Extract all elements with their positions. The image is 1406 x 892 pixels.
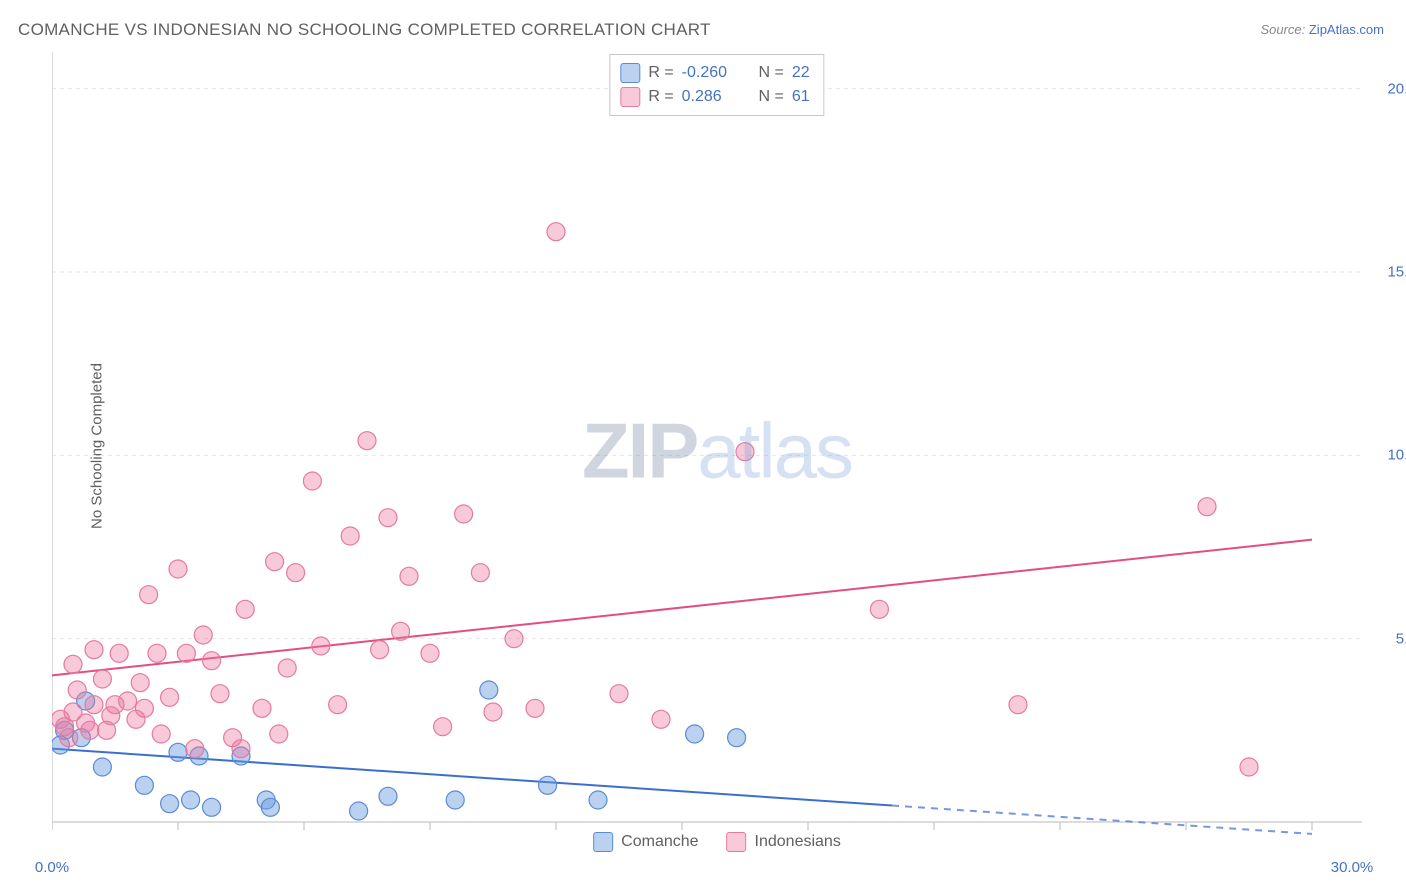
legend-item: Indonesians — [727, 832, 841, 852]
x-tick-label: 30.0% — [1331, 859, 1374, 876]
legend-row: R = 0.286 N = 61 — [620, 85, 809, 109]
x-tick-label: 0.0% — [35, 859, 69, 876]
scatter-chart — [52, 52, 1382, 850]
legend-swatch — [727, 832, 747, 852]
source-credit: Source: ZipAtlas.com — [1260, 22, 1384, 37]
y-tick-label: 10.0% — [1387, 447, 1406, 464]
legend-swatch — [620, 87, 640, 107]
legend-label: Comanche — [621, 833, 698, 851]
y-tick-label: 20.0% — [1387, 80, 1406, 97]
legend-swatch — [593, 832, 613, 852]
chart-area: ZIPatlas R = -0.260 N = 22R = 0.286 N = … — [52, 52, 1382, 850]
correlation-legend: R = -0.260 N = 22R = 0.286 N = 61 — [609, 54, 824, 116]
series-legend: Comanche Indonesians — [593, 832, 841, 852]
source-site: ZipAtlas.com — [1309, 22, 1384, 37]
y-tick-label: 15.0% — [1387, 264, 1406, 281]
source-label: Source: — [1260, 22, 1308, 37]
y-tick-label: 5.0% — [1396, 630, 1406, 647]
legend-row: R = -0.260 N = 22 — [620, 61, 809, 85]
chart-title: COMANCHE VS INDONESIAN NO SCHOOLING COMP… — [18, 20, 711, 40]
legend-swatch — [620, 63, 640, 83]
legend-item: Comanche — [593, 832, 698, 852]
legend-label: Indonesians — [755, 833, 841, 851]
